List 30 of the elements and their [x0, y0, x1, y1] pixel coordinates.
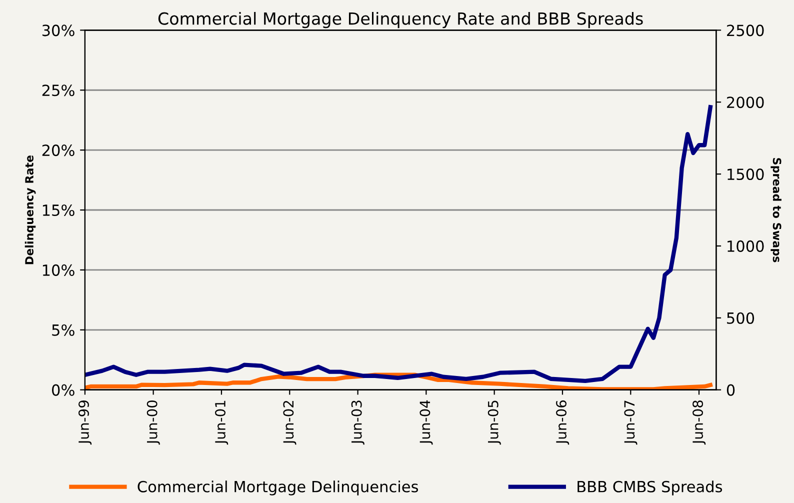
- y2-tick-label: 2000: [727, 96, 764, 108]
- y-axis-title: Delinquency Rate: [24, 155, 36, 264]
- y-tick-label: 5%: [52, 324, 74, 336]
- y2-tick-label: 0: [726, 384, 735, 396]
- x-tick-label: Jun-03: [351, 400, 364, 445]
- x-tick-label: Jun-02: [283, 400, 296, 445]
- chart-title: Commercial Mortgage Delinquency Rate and BBB Spreads: [158, 12, 643, 28]
- y2-axis-title: Spread to Swaps: [770, 158, 782, 262]
- y-tick-label: 15%: [42, 204, 74, 216]
- y2-tick-label: 500: [727, 312, 754, 324]
- line-series: [84, 372, 712, 390]
- y-tick-label: 30%: [42, 24, 74, 36]
- y-tick-label: 25%: [42, 84, 74, 96]
- y-tick-label: 20%: [42, 144, 74, 156]
- x-tick-label: Jun-99: [78, 400, 92, 445]
- x-tick-label: Jun-04: [420, 400, 433, 445]
- x-tick-label: Jun-08: [692, 400, 706, 445]
- line-series: [84, 105, 712, 383]
- x-tick-label: Jun-05: [488, 400, 501, 445]
- x-tick-label: Jun-06: [556, 400, 570, 445]
- y-tick-label: 0%: [52, 384, 74, 396]
- y2-tick-label: 1500: [728, 168, 764, 180]
- y2-tick-label: 1000: [728, 240, 764, 252]
- legend-label: Commercial Mortgage Delinquencies: [138, 480, 418, 496]
- x-tick-label: Jun-00: [146, 400, 160, 445]
- legend-label: BBB CMBS Spreads: [578, 480, 722, 496]
- x-tick-label: Jun-07: [624, 400, 638, 445]
- x-tick-label: Jun-01: [215, 400, 228, 445]
- y2-tick-label: 2500: [727, 24, 764, 36]
- y-tick-label: 10%: [42, 264, 74, 276]
